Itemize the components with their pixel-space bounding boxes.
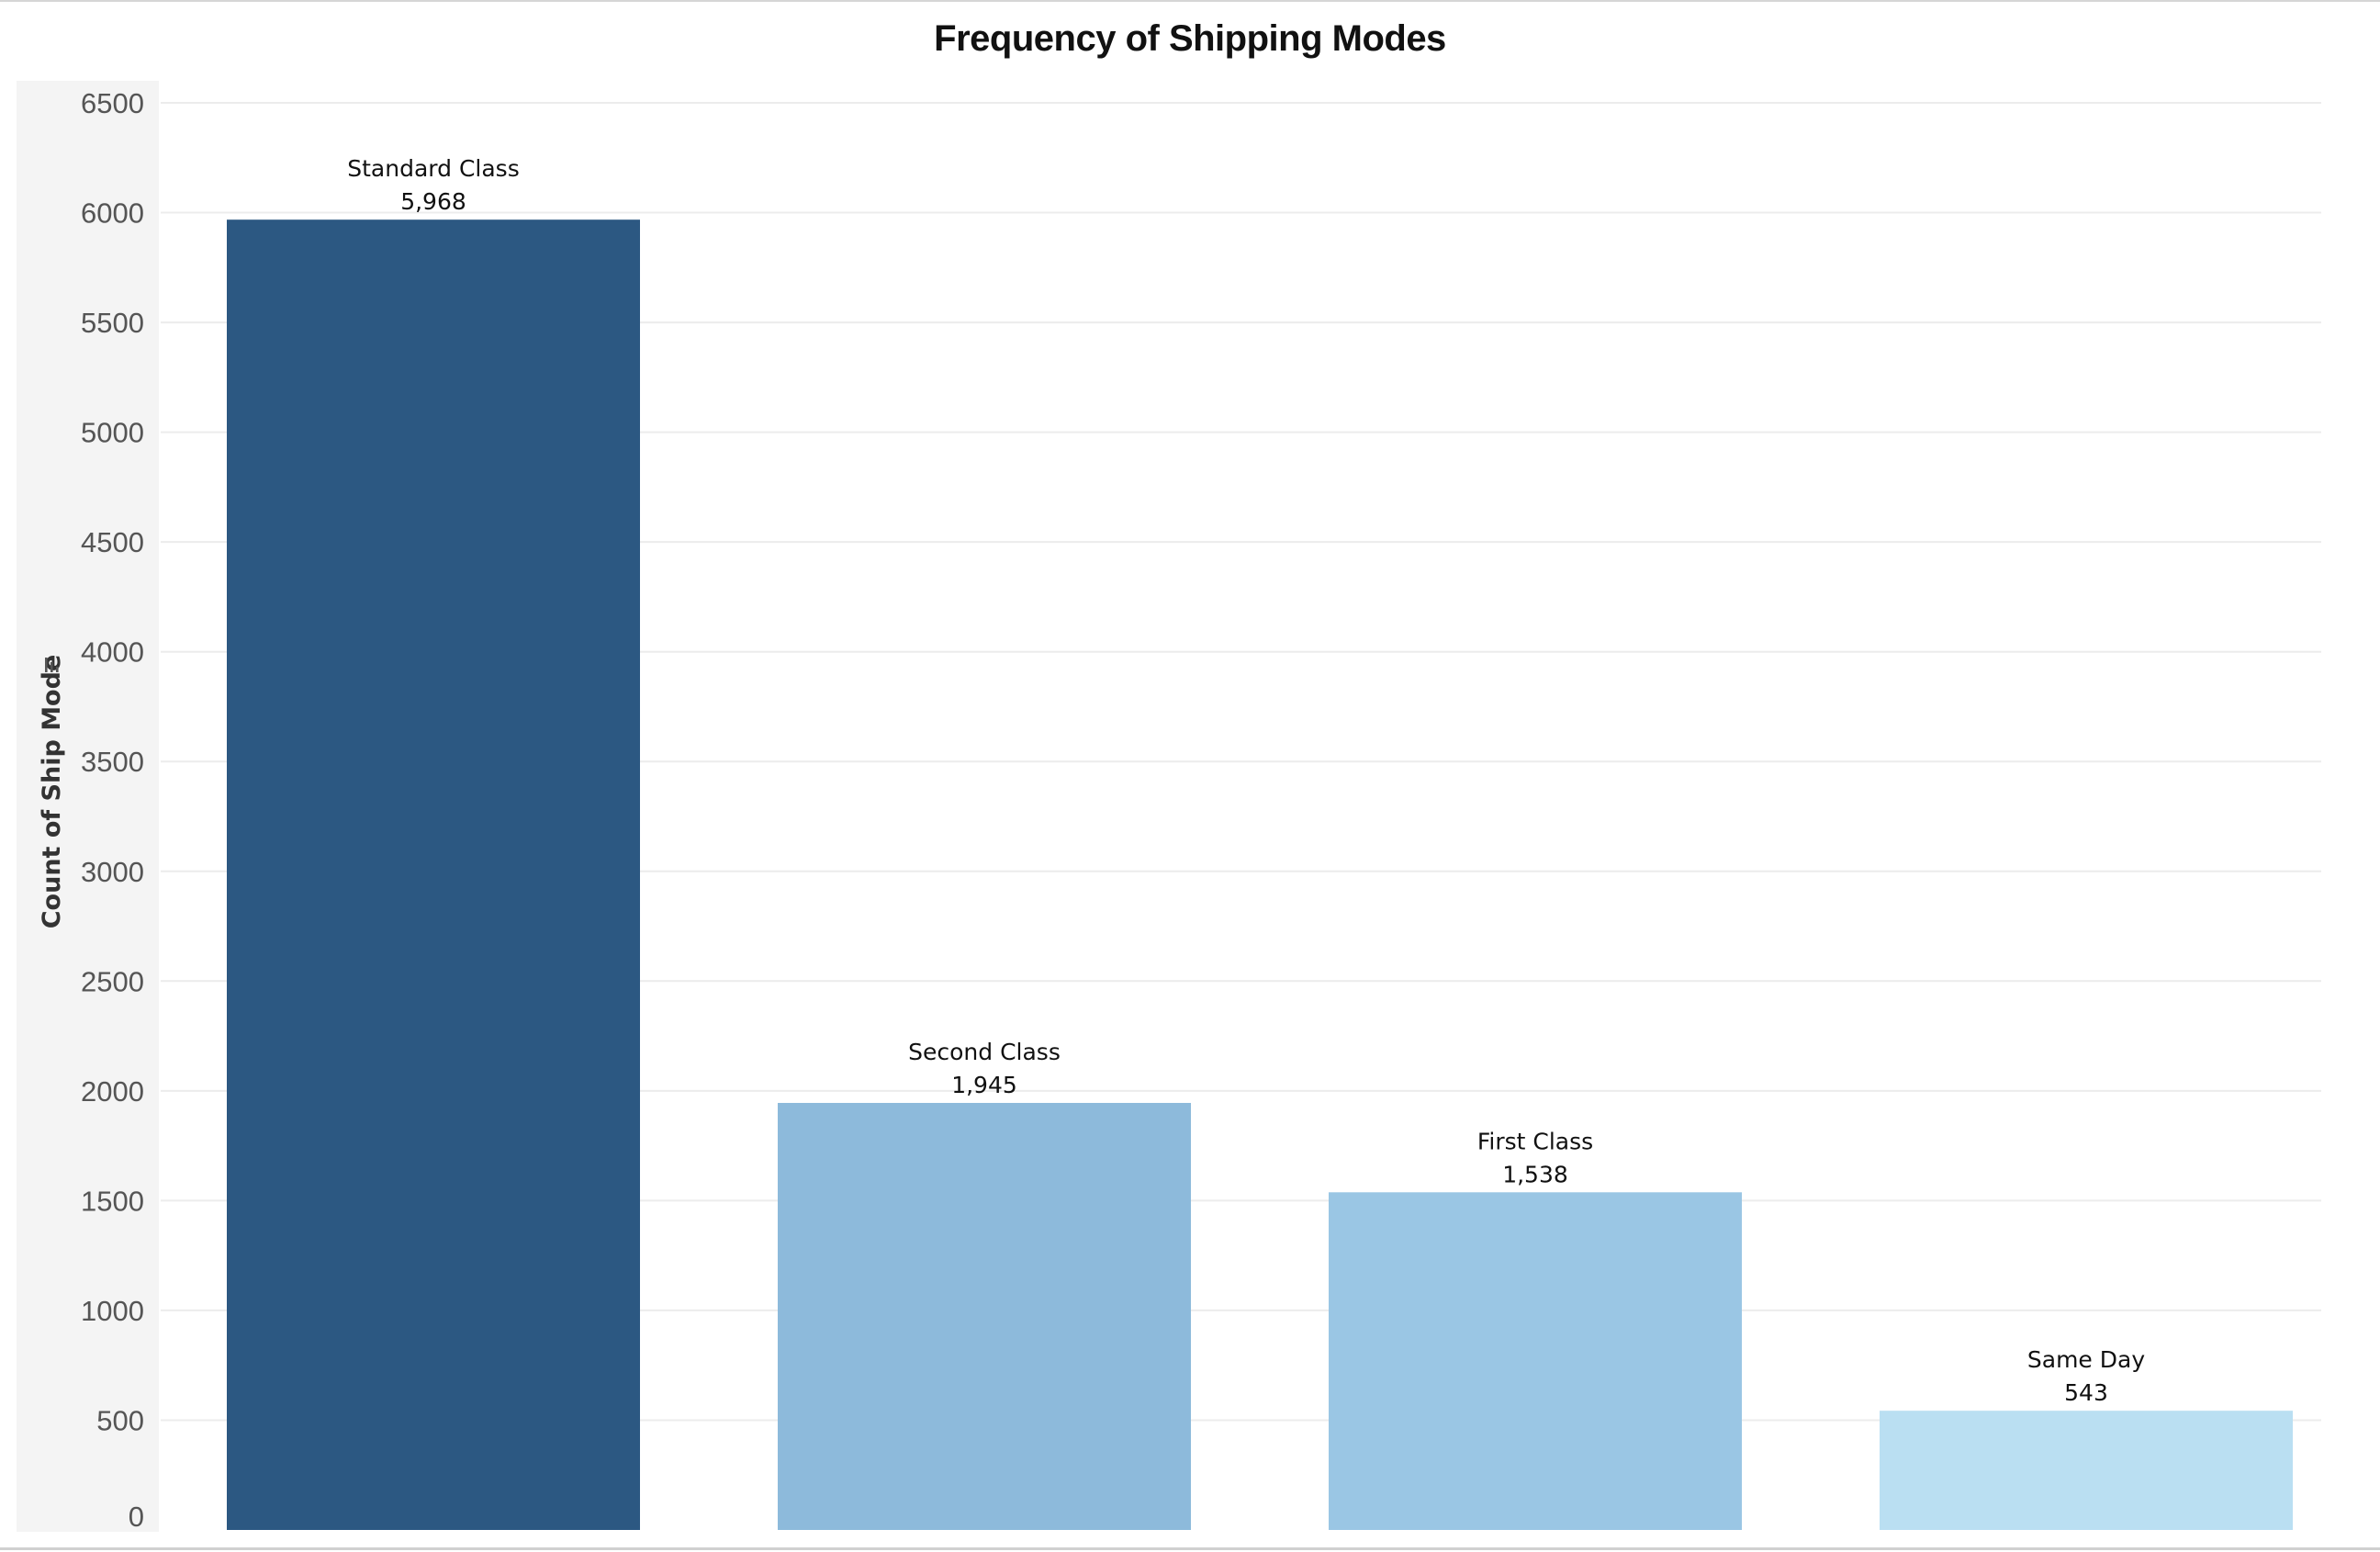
y-axis-ticks: 0 500 1000 1500 2000 2500 3000 3500 4000 4500 5000…	[81, 87, 144, 1533]
y-tick-label: 1500	[81, 1185, 144, 1217]
y-tick-label: 1000	[81, 1295, 144, 1327]
bar-group[interactable]: Second Class 1,945	[778, 1039, 1191, 1530]
bar[interactable]	[1880, 1411, 2293, 1530]
y-tick-label: 0	[129, 1501, 144, 1533]
bar-category-label: Standard Class	[347, 155, 519, 182]
y-tick-label: 3000	[81, 856, 144, 888]
bar-group[interactable]: First Class 1,538	[1329, 1128, 1742, 1530]
bar-value-label: 1,945	[951, 1072, 1017, 1098]
sort-descending-icon[interactable]	[45, 658, 59, 672]
y-axis-title-group[interactable]: Count of Ship Mode	[38, 655, 66, 929]
bar[interactable]	[1329, 1192, 1742, 1530]
y-tick-label: 5000	[81, 417, 144, 449]
bar-category-label: First Class	[1477, 1128, 1593, 1154]
y-tick-label: 6500	[81, 87, 144, 119]
y-tick-label: 5500	[81, 307, 144, 339]
bar-category-label: Second Class	[908, 1039, 1061, 1065]
bar-value-label: 5,968	[400, 188, 466, 215]
bar-layer: Standard Class 5,968 Second Class 1,945 Firs…	[227, 155, 2293, 1530]
y-tick-label: 6000	[81, 197, 144, 230]
bar-group[interactable]: Standard Class 5,968	[227, 155, 640, 1530]
bar[interactable]	[778, 1102, 1191, 1530]
y-axis-title: Count of Ship Mode	[38, 655, 66, 929]
bar-value-label: 1,538	[1502, 1161, 1568, 1187]
bar-value-label: 543	[2064, 1379, 2108, 1406]
y-tick-label: 2000	[81, 1075, 144, 1108]
bar[interactable]	[227, 219, 640, 1530]
chart-title: Frequency of Shipping Modes	[934, 18, 1446, 59]
bar-category-label: Same Day	[2027, 1346, 2145, 1373]
y-tick-label: 2500	[81, 965, 144, 997]
bar-group[interactable]: Same Day 543	[1880, 1346, 2293, 1530]
y-tick-label: 500	[96, 1404, 144, 1436]
y-tick-label: 4000	[81, 636, 144, 669]
y-tick-label: 3500	[81, 746, 144, 778]
y-axis-panel	[17, 81, 159, 1532]
y-tick-label: 4500	[81, 526, 144, 558]
